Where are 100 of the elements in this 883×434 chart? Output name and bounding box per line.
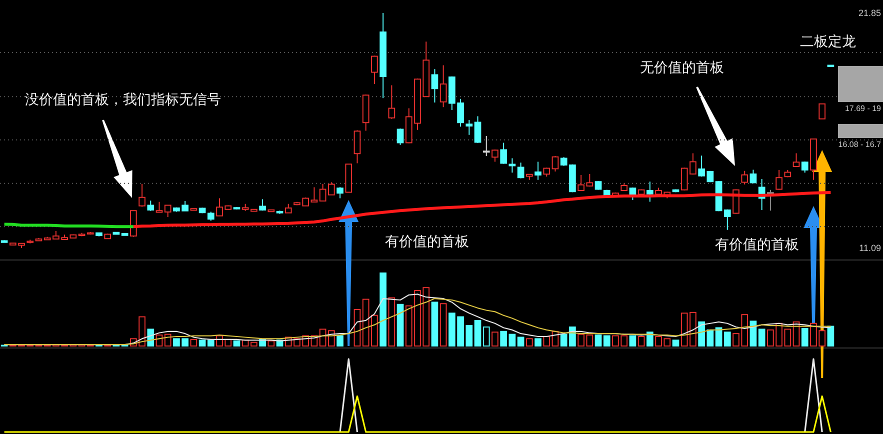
candlestick xyxy=(534,161,542,180)
annotation: 有价值的首板 xyxy=(385,233,469,249)
candlestick xyxy=(310,186,318,202)
annotation: 二板定龙 xyxy=(800,33,856,49)
bar xyxy=(474,320,482,346)
candlestick xyxy=(500,142,508,164)
bar xyxy=(380,272,386,346)
candlestick xyxy=(482,135,490,157)
candlestick xyxy=(388,84,396,120)
candlestick xyxy=(620,182,628,192)
bar xyxy=(500,330,508,346)
candlestick xyxy=(112,231,120,236)
candlestick xyxy=(526,174,533,180)
annotation: 有价值的首板 xyxy=(715,236,799,252)
candlestick xyxy=(259,198,266,212)
bar xyxy=(396,304,404,346)
y-tick-label: 11.09 xyxy=(859,243,881,253)
candlestick xyxy=(646,181,654,202)
bar xyxy=(672,340,680,346)
candlestick xyxy=(440,64,447,108)
bar xyxy=(517,336,524,346)
candlestick xyxy=(543,167,550,178)
candlestick xyxy=(818,103,826,120)
candlestick xyxy=(698,155,705,178)
candlestick xyxy=(86,232,94,236)
bar xyxy=(268,340,275,346)
candlestick xyxy=(724,208,731,230)
candlestick xyxy=(466,120,473,136)
candlestick xyxy=(233,206,240,210)
candlestick xyxy=(594,180,602,190)
bar xyxy=(827,326,834,346)
bar xyxy=(198,340,206,346)
candlestick xyxy=(396,128,404,146)
bar xyxy=(388,297,396,346)
candlestick xyxy=(508,158,516,174)
candlestick xyxy=(431,68,438,104)
candlestick xyxy=(35,237,42,242)
text: 16.08 - 16.7 xyxy=(838,140,882,149)
candlestick xyxy=(319,184,326,202)
candlestick xyxy=(741,170,748,185)
bar xyxy=(646,332,654,346)
candlestick xyxy=(164,204,172,218)
bar xyxy=(233,340,240,346)
candlestick xyxy=(792,152,800,168)
candlestick xyxy=(0,240,8,244)
candlestick xyxy=(492,149,498,162)
bar xyxy=(431,302,438,346)
candlestick xyxy=(96,232,102,237)
bar xyxy=(207,340,214,346)
text: 17.69 - 19 xyxy=(844,104,882,113)
candlestick xyxy=(268,209,275,212)
bar xyxy=(508,334,516,346)
candlestick xyxy=(130,210,137,238)
bar xyxy=(724,332,731,346)
bar xyxy=(629,335,636,346)
candlestick xyxy=(706,170,714,183)
candlestick xyxy=(750,169,757,184)
candlestick xyxy=(474,116,482,144)
candlestick xyxy=(276,210,284,214)
line-series xyxy=(132,191,832,228)
bar xyxy=(594,334,602,346)
candlestick xyxy=(138,184,146,208)
bar xyxy=(440,303,447,346)
bar xyxy=(603,335,610,346)
candlestick xyxy=(371,55,378,84)
candlestick xyxy=(207,211,214,222)
annotation: 无价值的首板 xyxy=(640,59,724,75)
annotation: 没价值的首板，我们指标无信号 xyxy=(25,91,221,107)
candlestick xyxy=(78,232,86,237)
candlestick xyxy=(810,138,817,180)
candlestick xyxy=(552,156,559,172)
bar xyxy=(698,321,705,346)
bar xyxy=(706,329,714,346)
bar xyxy=(543,336,550,346)
candlestick xyxy=(156,201,163,214)
bar xyxy=(336,335,344,346)
candlestick xyxy=(629,187,636,200)
candlestick xyxy=(672,188,680,193)
candlestick xyxy=(776,170,782,190)
candlestick xyxy=(827,64,834,68)
candlestick xyxy=(517,162,524,179)
candlestick xyxy=(784,170,792,178)
candlestick xyxy=(104,233,112,240)
candlestick xyxy=(345,163,352,194)
y-tick-label: 21.85 xyxy=(858,8,881,18)
candlestick xyxy=(121,233,128,236)
bar xyxy=(801,328,808,346)
candlestick xyxy=(380,12,386,99)
bar xyxy=(534,338,542,346)
bar xyxy=(758,328,766,346)
candlestick xyxy=(147,200,154,212)
candlestick xyxy=(354,130,361,164)
bar xyxy=(526,338,533,346)
bar xyxy=(638,336,645,346)
candlestick xyxy=(801,161,808,174)
candlestick xyxy=(198,207,206,214)
candlestick xyxy=(284,203,292,214)
candlestick xyxy=(767,189,774,212)
candlestick xyxy=(336,186,344,199)
bar xyxy=(190,338,198,346)
